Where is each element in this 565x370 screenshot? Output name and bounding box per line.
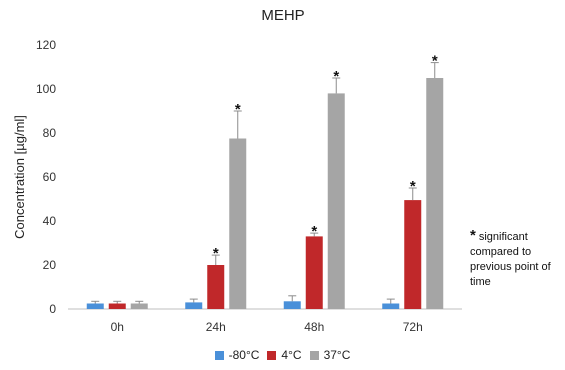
legend-swatch — [267, 350, 277, 360]
legend-item: 4°C — [267, 348, 302, 362]
bar — [426, 78, 444, 309]
legend-label: 37°C — [323, 348, 351, 362]
bar — [305, 236, 323, 309]
significance-marker: * — [235, 101, 241, 118]
significance-marker: * — [410, 178, 416, 195]
bar — [207, 265, 225, 309]
y-tick-label: 60 — [43, 170, 57, 184]
bar — [404, 200, 422, 309]
bar — [229, 138, 247, 309]
significance-note: * significant compared to previous point … — [470, 228, 565, 290]
legend-label: -80°C — [228, 348, 260, 362]
legend-swatch — [214, 350, 224, 360]
legend-label: 4°C — [281, 348, 302, 362]
chart-title: MEHP — [261, 7, 304, 24]
legend-item: -80°C — [214, 348, 260, 362]
bar — [86, 303, 104, 309]
significance-marker: * — [333, 68, 339, 85]
legend: -80°C 4°C 37°C — [0, 348, 565, 363]
plot-area: 0 20 40 60 80 100 120 0h 24h * * 48h * * 72h * * — [36, 38, 462, 334]
y-tick-label: 20 — [43, 258, 57, 272]
bar — [185, 302, 203, 309]
x-tick-label: 48h — [304, 320, 324, 334]
bar — [130, 303, 148, 309]
significance-note-text: significant compared to previous point o… — [470, 231, 551, 288]
y-tick-label: 80 — [43, 126, 57, 140]
significance-marker: * — [432, 53, 438, 70]
x-tick-label: 72h — [403, 320, 423, 334]
x-tick-label: 0h — [111, 320, 124, 334]
significance-marker: * — [311, 223, 317, 240]
y-tick-label: 40 — [43, 214, 57, 228]
legend-item: 37°C — [309, 348, 351, 362]
x-tick-label: 24h — [206, 320, 226, 334]
significance-note-marker: * — [470, 227, 476, 244]
bar — [382, 303, 400, 309]
bar — [327, 93, 345, 310]
chart: MEHP Concentration [µg/ml] 0 20 40 60 80 100 1… — [12, 7, 462, 334]
legend-swatch — [309, 350, 319, 360]
y-tick-label: 100 — [36, 82, 56, 96]
significance-marker: * — [213, 245, 219, 262]
bar — [283, 301, 301, 309]
y-axis-label: Concentration [µg/ml] — [12, 115, 27, 239]
bar — [108, 303, 126, 309]
y-tick-label: 120 — [36, 38, 56, 52]
y-tick-label: 0 — [49, 302, 56, 316]
